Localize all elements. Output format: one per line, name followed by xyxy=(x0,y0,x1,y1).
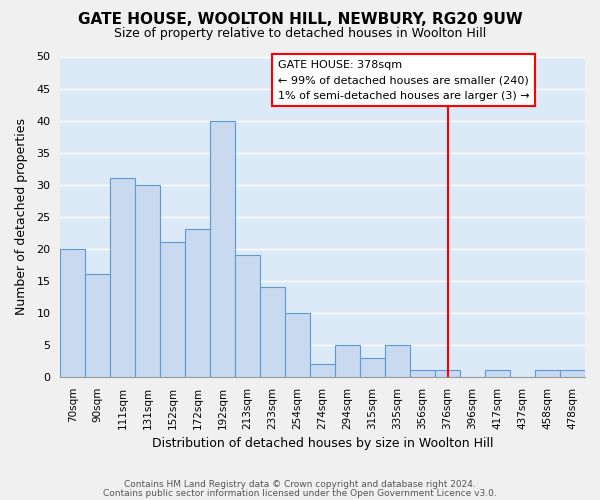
Bar xyxy=(310,364,335,377)
Bar xyxy=(260,287,285,377)
Bar xyxy=(185,230,210,377)
Bar xyxy=(560,370,585,377)
Text: Contains HM Land Registry data © Crown copyright and database right 2024.: Contains HM Land Registry data © Crown c… xyxy=(124,480,476,489)
X-axis label: Distribution of detached houses by size in Woolton Hill: Distribution of detached houses by size … xyxy=(152,437,493,450)
Bar xyxy=(385,345,410,377)
Bar xyxy=(160,242,185,377)
Bar xyxy=(435,370,460,377)
Text: Contains public sector information licensed under the Open Government Licence v3: Contains public sector information licen… xyxy=(103,488,497,498)
Bar xyxy=(85,274,110,377)
Y-axis label: Number of detached properties: Number of detached properties xyxy=(15,118,28,315)
Bar xyxy=(335,345,360,377)
Bar xyxy=(235,255,260,377)
Text: Size of property relative to detached houses in Woolton Hill: Size of property relative to detached ho… xyxy=(114,28,486,40)
Bar xyxy=(285,313,310,377)
Bar xyxy=(110,178,135,377)
Bar xyxy=(535,370,560,377)
Bar xyxy=(360,358,385,377)
Bar xyxy=(60,248,85,377)
Bar xyxy=(410,370,435,377)
Text: GATE HOUSE, WOOLTON HILL, NEWBURY, RG20 9UW: GATE HOUSE, WOOLTON HILL, NEWBURY, RG20 … xyxy=(77,12,523,28)
Text: GATE HOUSE: 378sqm
← 99% of detached houses are smaller (240)
1% of semi-detache: GATE HOUSE: 378sqm ← 99% of detached hou… xyxy=(278,60,529,101)
Bar xyxy=(210,120,235,377)
Bar xyxy=(485,370,510,377)
Bar xyxy=(135,184,160,377)
